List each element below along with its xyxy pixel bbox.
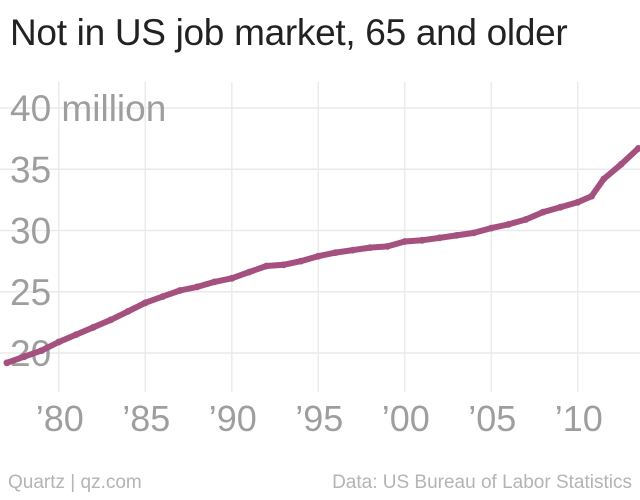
- data-point: [245, 268, 253, 276]
- data-point: [314, 252, 322, 260]
- data-point: [193, 283, 201, 291]
- data-point: [634, 145, 640, 152]
- x-tick-label: ’90: [209, 398, 257, 439]
- y-tick-label: 30: [10, 211, 51, 252]
- data-point: [588, 192, 595, 200]
- series-line: [3, 145, 640, 366]
- data-point: [90, 323, 97, 331]
- data-point: [349, 246, 357, 254]
- data-point: [522, 216, 530, 223]
- data-point: [470, 229, 478, 237]
- data-point: [228, 274, 236, 282]
- x-tick-label: ’05: [468, 398, 516, 439]
- grid-layer: [0, 82, 640, 392]
- x-tick-label: ’95: [295, 398, 343, 439]
- data-point: [366, 244, 374, 252]
- data-point: [211, 278, 218, 286]
- data-point: [557, 203, 564, 211]
- data-point: [600, 175, 608, 183]
- data-point: [124, 308, 132, 315]
- footer-credit[interactable]: Quartz | qz.com: [8, 472, 142, 493]
- x-tick-label: ’10: [555, 398, 603, 439]
- data-point: [280, 261, 288, 269]
- data-point: [332, 249, 339, 256]
- x-tick-label: ’85: [122, 398, 170, 439]
- footer-source: Data: US Bureau of Labor Statistics: [332, 472, 632, 493]
- data-point: [574, 198, 582, 206]
- data-point: [159, 293, 167, 300]
- data-point: [20, 353, 28, 361]
- data-point: [3, 359, 11, 367]
- y-tick-label: 40 million: [10, 88, 166, 129]
- data-point: [539, 208, 547, 216]
- y-tick-label: 25: [10, 272, 51, 313]
- data-point: [436, 234, 443, 242]
- data-point: [141, 299, 149, 307]
- y-tick-label: 35: [10, 149, 51, 190]
- data-point: [617, 161, 625, 168]
- data-point: [297, 257, 305, 265]
- data-point: [38, 347, 45, 354]
- data-point: [384, 243, 391, 250]
- series-layer: [3, 145, 640, 367]
- data-point: [263, 262, 270, 270]
- x-tick-label: ’80: [36, 398, 84, 439]
- data-point: [401, 238, 409, 245]
- data-point: [72, 331, 80, 338]
- data-point: [55, 338, 63, 346]
- data-point: [487, 224, 495, 232]
- data-point: [505, 221, 512, 228]
- data-point: [107, 316, 115, 324]
- data-point: [418, 236, 426, 244]
- data-point: [176, 287, 184, 294]
- chart-title: Not in US job market, 65 and older: [10, 12, 568, 53]
- data-point: [453, 232, 460, 239]
- x-tick-label: ’00: [382, 398, 430, 439]
